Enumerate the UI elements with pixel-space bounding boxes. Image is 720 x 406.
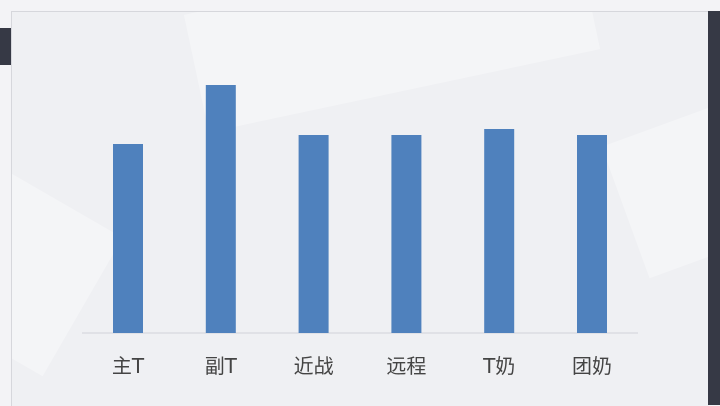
slide-edge-accent bbox=[0, 28, 11, 65]
bar-远程 bbox=[391, 135, 422, 333]
bar-主T bbox=[113, 144, 143, 333]
bar-团奶 bbox=[577, 135, 607, 333]
x-tick-label: 主T bbox=[112, 354, 145, 378]
x-tick-label: 近战 bbox=[294, 354, 334, 378]
bar-副T bbox=[205, 85, 236, 333]
x-tick-label: T奶 bbox=[482, 354, 515, 378]
x-tick-label: 团奶 bbox=[572, 354, 612, 378]
x-tick-label: 远程 bbox=[386, 354, 426, 378]
bar-近战 bbox=[298, 135, 329, 333]
bar-T奶 bbox=[484, 129, 515, 333]
x-tick-label: 副T bbox=[205, 354, 238, 378]
slide-right-edge bbox=[708, 11, 720, 405]
